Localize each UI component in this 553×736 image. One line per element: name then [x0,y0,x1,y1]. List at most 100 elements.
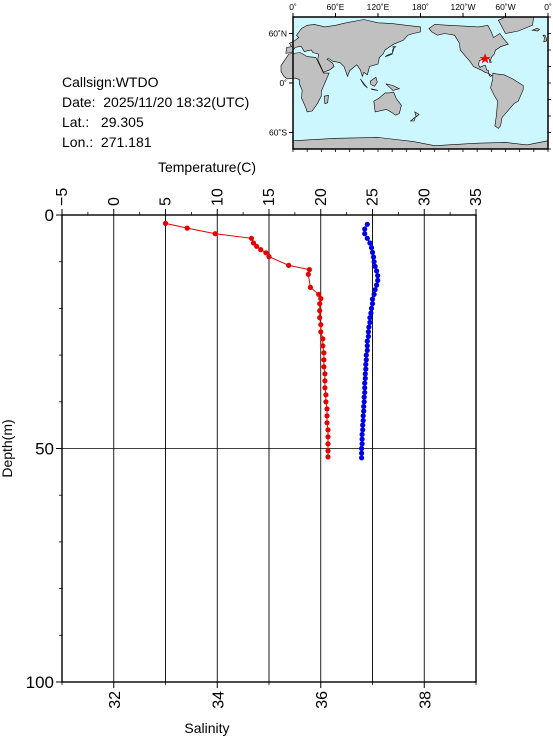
salinity-data-point [369,301,376,307]
land-mass-9 [414,111,420,118]
temperature-data-point [325,448,331,454]
salinity-data-point [362,231,368,237]
temperature-data-point [316,291,322,297]
callsign-row: Callsign:WTDO [62,72,249,92]
salinity-data-point [363,366,369,372]
temperature-tick-label: −5 [54,188,71,206]
temperature-data-point [324,413,330,419]
temperature-tick-label: 15 [261,188,278,206]
salinity-data-point [369,296,376,302]
salinity-tick-label: 34 [210,691,227,709]
temperature-data-point [248,235,254,241]
land-mass-8 [373,91,402,116]
temperature-data-point [184,225,190,231]
temperature-data-point [254,243,260,249]
salinity-data-point [375,277,381,283]
temperature-data-point [318,329,324,335]
temperature-tick-label: 10 [209,188,226,206]
depth-axis-label: Depth(m) [0,419,15,477]
salinity-data-point [372,287,378,293]
temperature-data-point [317,301,323,307]
salinity-data-point [367,240,373,246]
map-lon-label: 60˚E [327,2,345,12]
temperature-data-point [250,240,257,246]
temperature-data-point [323,392,329,398]
temperature-tick-label: 35 [468,188,485,206]
temperature-data-point [307,284,313,290]
salinity-data-point [364,338,370,344]
temperature-data-point [322,371,328,377]
lon-value: 271.181 [100,134,152,150]
lon-label: Lon.: [62,134,94,150]
temperature-data-point [258,247,264,253]
temperature-data-point [323,399,329,405]
salinity-data-point [360,422,366,428]
salinity-data-point [372,263,378,269]
temperature-data-point [324,406,330,412]
land-mass-15 [531,28,541,32]
callsign-label: Callsign: [62,74,116,90]
temperature-data-point [318,296,324,302]
temperature-tick-label: 20 [313,188,330,206]
salinity-data-point [362,385,368,391]
temperature-tick-label: 0 [106,197,123,206]
salinity-data-point [359,431,365,438]
salinity-data-point [369,249,376,255]
salinity-tick-label: 38 [417,691,434,709]
land-mass-7 [385,83,401,91]
salinity-data-point [371,259,377,265]
temperature-data-point [321,364,327,370]
map-lon-label: 180˚ [412,2,429,12]
temperature-data-point [317,308,323,314]
salinity-data-point [361,394,367,400]
temperature-data-point [212,231,218,237]
temperature-data-point [322,385,328,391]
salinity-data-point [361,408,367,414]
salinity-data-point [359,450,365,456]
salinity-data-point [360,417,366,424]
salinity-data-point [375,273,381,279]
land-mass-2 [323,95,329,104]
temperature-data-point [266,254,272,260]
salinity-data-point [371,291,377,297]
salinity-data-point [365,329,371,335]
salinity-data-point [361,399,367,405]
salinity-data-point [359,436,365,442]
land-mass-0 [285,19,421,78]
lon-row: Lon.: 271.181 [62,132,249,152]
salinity-data-point [359,455,365,461]
salinity-data-point [363,357,369,363]
salinity-data-point [366,324,372,330]
land-mass-10 [409,115,417,122]
temperature-data-point [286,262,292,268]
salinity-data-point [363,352,369,358]
salinity-data-point [367,315,373,321]
salinity-data-point [360,427,366,433]
salinity-data-point [362,389,368,396]
salinity-data-point [360,413,366,419]
temperature-data-point [306,267,312,273]
land-mass-4 [360,78,368,89]
salinity-data-point [361,403,367,410]
salinity-data-point [367,319,373,325]
map-lon-label: 120˚E [367,2,390,12]
date-row: Date: 2025/11/20 18:32(UTC) [62,92,249,112]
temperature-data-point [322,378,328,384]
salinity-data-point [368,305,375,311]
salinity-data-point [365,333,371,339]
salinity-data-point [362,380,368,386]
temperature-data-point [305,271,311,277]
salinity-data-point [364,343,370,349]
salinity-tick-label: 36 [314,691,331,709]
land-mass-3 [384,46,397,57]
land-mass-13 [490,72,524,129]
temperature-tick-label: 30 [416,188,433,206]
map-lon-label: 120˚W [450,2,475,12]
salinity-data-point [364,221,370,227]
temperature-data-point [325,434,331,440]
salinity-data-point [359,445,365,452]
depth-tick-label: 0 [45,206,54,225]
salinity-data-point [364,347,370,353]
